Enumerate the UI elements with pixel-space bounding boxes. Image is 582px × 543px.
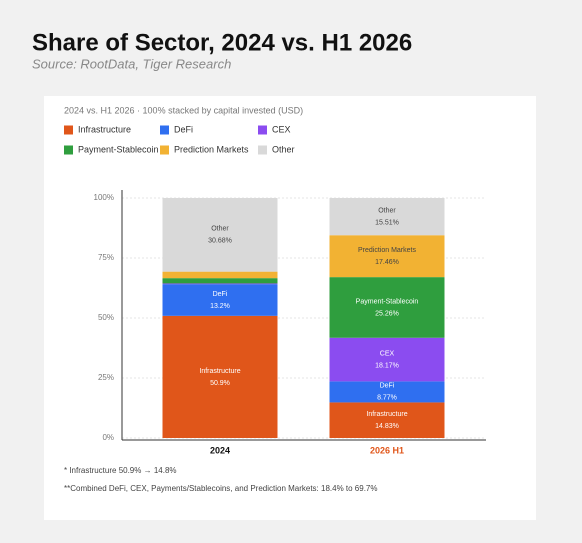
bar-segment xyxy=(329,381,445,403)
bar-segment xyxy=(329,402,445,438)
note: * Infrastructure 50.9% → 14.8% xyxy=(64,466,177,475)
segment-name: Infrastructure xyxy=(366,411,407,418)
x-tick-label: 2024 xyxy=(210,445,230,455)
segment-value: 14.83% xyxy=(375,423,399,430)
bar-segment xyxy=(162,198,278,272)
segment-value: 13.2% xyxy=(210,303,230,310)
legend-swatch xyxy=(160,125,169,135)
legend-swatch xyxy=(64,125,73,135)
legend-swatch xyxy=(64,145,73,155)
y-tick-label: 0% xyxy=(102,433,114,442)
segment-name: Other xyxy=(211,226,229,233)
segment-value: 17.46% xyxy=(375,259,399,266)
segment-value: 30.68% xyxy=(208,238,232,245)
legend-swatch xyxy=(258,145,267,155)
bar-segment xyxy=(162,315,278,438)
segment-value: 25.26% xyxy=(375,310,399,317)
legend-label: CEX xyxy=(272,124,291,134)
legend-label: Other xyxy=(272,144,295,154)
segment-value: 18.17% xyxy=(375,362,399,369)
bar-segment xyxy=(162,271,278,279)
legend-label: Infrastructure xyxy=(78,124,131,134)
card xyxy=(44,96,536,520)
segment-name: Other xyxy=(378,207,396,214)
segment-name: DeFi xyxy=(213,291,228,298)
chart-title: Share of Sector, 2024 vs. H1 2026 xyxy=(32,29,412,56)
segment-value: 50.9% xyxy=(210,380,230,387)
legend-swatch xyxy=(160,145,169,155)
segment-value: 8.77% xyxy=(377,395,397,402)
bar-segment xyxy=(329,235,445,278)
plot-subtitle: 2024 vs. H1 2026 · 100% stacked by capit… xyxy=(64,105,303,115)
bar-segment xyxy=(162,283,278,285)
segment-name: Prediction Markets xyxy=(358,247,416,254)
segment-name: Infrastructure xyxy=(199,368,240,375)
bar-segment xyxy=(162,278,278,284)
segment-name: CEX xyxy=(380,350,395,357)
y-tick-label: 25% xyxy=(98,373,114,382)
segment-name: DeFi xyxy=(380,383,395,390)
legend-swatch xyxy=(258,125,267,135)
segment-name: Payment-Stablecoin xyxy=(356,298,419,305)
bar-segment xyxy=(329,198,445,236)
chart-subtitle: Source: RootData, Tiger Research xyxy=(32,56,231,71)
note: **Combined DeFi, CEX, Payments/Stablecoi… xyxy=(64,484,378,493)
bar-segment xyxy=(162,284,278,316)
y-tick-label: 100% xyxy=(94,193,114,202)
legend-label: Payment-Stablecoin xyxy=(78,144,159,154)
segment-value: 15.51% xyxy=(375,219,399,226)
y-tick-label: 50% xyxy=(98,313,114,322)
legend-label: Prediction Markets xyxy=(174,144,249,154)
y-tick-label: 75% xyxy=(98,253,114,262)
x-tick-label: 2026 H1 xyxy=(370,445,404,455)
bar-segment xyxy=(329,277,445,338)
bar-segment xyxy=(329,337,445,382)
legend-label: DeFi xyxy=(174,124,193,134)
